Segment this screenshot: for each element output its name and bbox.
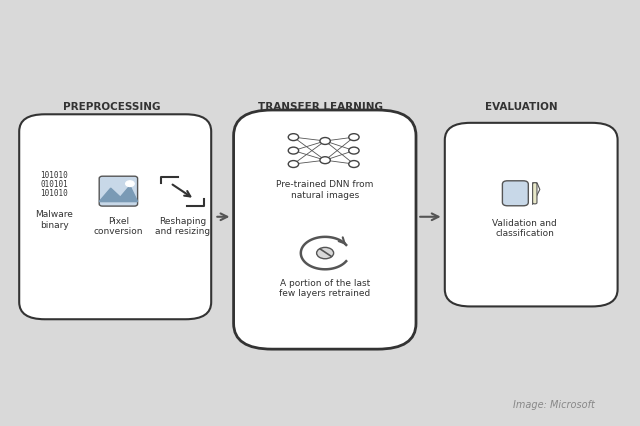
Circle shape [320, 157, 330, 164]
Circle shape [288, 148, 299, 155]
Text: Reshaping
and resizing: Reshaping and resizing [155, 216, 210, 236]
Text: Pixel
conversion: Pixel conversion [93, 216, 143, 236]
Circle shape [317, 248, 333, 259]
FancyBboxPatch shape [445, 124, 618, 307]
FancyBboxPatch shape [234, 111, 416, 349]
FancyBboxPatch shape [502, 181, 529, 206]
Circle shape [125, 181, 134, 187]
Text: 101010: 101010 [40, 189, 68, 198]
Circle shape [349, 161, 359, 168]
Text: EVALUATION: EVALUATION [485, 101, 558, 112]
Circle shape [349, 134, 359, 141]
FancyBboxPatch shape [532, 183, 537, 204]
FancyBboxPatch shape [19, 115, 211, 320]
Circle shape [349, 148, 359, 155]
Circle shape [320, 138, 330, 145]
Circle shape [288, 161, 299, 168]
Text: Validation and
classification: Validation and classification [492, 218, 557, 238]
Text: 010101: 010101 [40, 180, 68, 189]
FancyBboxPatch shape [99, 177, 138, 207]
Polygon shape [99, 186, 138, 202]
Circle shape [288, 134, 299, 141]
Text: Pre-trained DNN from
natural images: Pre-trained DNN from natural images [276, 180, 374, 199]
Text: PREPROCESSING: PREPROCESSING [63, 101, 161, 112]
Text: Malware
binary: Malware binary [35, 210, 74, 229]
Text: TRANSFER LEARNING: TRANSFER LEARNING [257, 101, 383, 112]
Text: 101010: 101010 [40, 171, 68, 180]
Text: Image: Microsoft: Image: Microsoft [513, 399, 595, 409]
Text: A portion of the last
few layers retrained: A portion of the last few layers retrain… [280, 278, 371, 297]
